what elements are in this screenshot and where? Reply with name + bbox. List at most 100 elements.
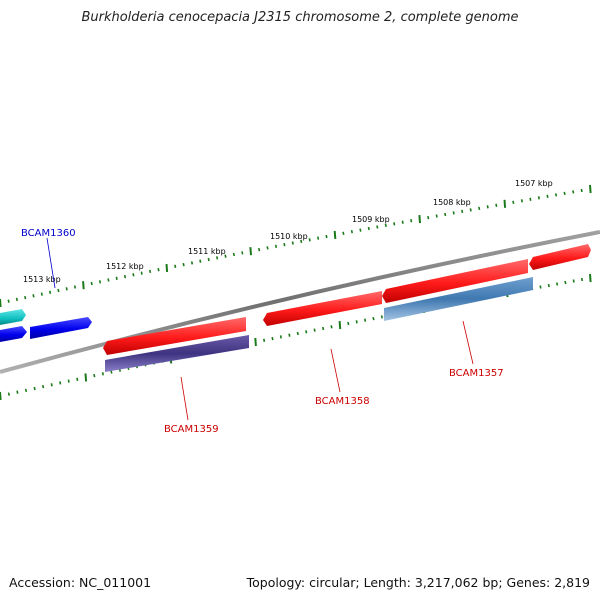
minor-tick [547,283,550,288]
minor-tick [59,381,62,385]
minor-tick [263,338,266,342]
minor-tick [444,212,447,217]
minor-tick [73,285,77,289]
minor-tick [384,223,387,228]
major-tick [0,298,2,308]
minor-tick [283,242,286,247]
minor-tick [132,273,135,277]
leader-bcam1358 [330,348,341,393]
minor-tick [512,200,515,204]
tick-label-1509: 1509 kbp [352,215,390,224]
minor-tick [232,252,235,257]
minor-tick [15,297,18,302]
minor-tick [452,211,455,215]
scale-ticks-outer [0,184,592,308]
gene-arrow-bcam1358[interactable] [263,291,382,326]
minor-tick [537,196,540,200]
gene-arrow-bcam1359-reverse[interactable] [105,335,249,372]
minor-tick [556,282,559,286]
minor-tick [274,244,278,248]
minor-tick [478,206,481,211]
minor-tick [49,290,52,294]
minor-tick [359,228,362,232]
major-tick [0,391,2,401]
minor-tick [291,241,294,245]
gene-label-bcam1360[interactable]: BCAM1360 [21,228,76,239]
minor-tick [529,197,532,201]
major-tick [165,263,169,273]
tick-label-1513: 1513 kbp [23,275,61,284]
minor-tick [101,372,104,376]
minor-tick [24,295,27,300]
map-title: Burkholderia cenocepacia J2315 chromosom… [81,10,519,25]
minor-tick [486,205,489,209]
minor-tick [393,222,396,226]
minor-tick [564,280,567,285]
major-tick [84,373,88,382]
minor-tick [520,199,523,203]
minor-tick [57,288,60,293]
minor-tick [461,209,464,214]
minor-tick [199,259,202,263]
leader-bcam1359 [180,376,189,421]
minor-tick [350,230,353,234]
minor-tick [546,194,549,198]
minor-tick [123,274,127,279]
minor-tick [572,190,575,194]
gene-arrow-bcam1357-forward[interactable] [382,259,528,303]
minor-tick [76,377,79,381]
minor-tick [313,328,316,332]
gene-label-bcam1357[interactable]: BCAM1357 [449,368,504,379]
minor-tick [296,331,299,336]
gene-arrow-blue[interactable] [30,317,92,339]
minor-tick [380,315,383,319]
minor-tick [157,268,160,272]
minor-tick [32,294,35,298]
major-tick [589,184,592,194]
major-tick [254,337,257,347]
gene-arrow-cyan[interactable] [0,309,26,325]
minor-tick [115,276,118,280]
minor-tick [90,281,93,286]
gene-label-bcam1358[interactable]: BCAM1358 [315,396,370,407]
gene-arrow-bcam1357[interactable] [384,277,533,321]
minor-tick [317,236,320,240]
major-tick [503,199,507,208]
minor-tick [107,278,110,282]
minor-tick [580,277,584,282]
minor-tick [288,333,291,337]
tick-label-1507: 1507 kbp [515,179,553,188]
minor-tick [427,215,430,220]
minor-tick [372,316,375,321]
minor-tick [469,208,472,212]
minor-tick [330,325,333,329]
minor-tick [266,246,269,250]
minor-tick [322,326,325,331]
minor-tick [279,335,282,339]
gene-label-bcam1359[interactable]: BCAM1359 [164,424,219,435]
major-tick [338,321,342,330]
minor-tick [241,251,244,255]
minor-tick [16,390,19,394]
gene-arrow-far-right[interactable] [529,244,591,270]
minor-tick [355,320,358,324]
major-tick [418,215,421,224]
minor-tick [580,188,583,193]
genome-backbone [0,230,600,374]
minor-tick [342,231,345,235]
leader-bcam1360 [46,237,56,289]
gene-arrow-bcam1359[interactable] [103,317,246,355]
minor-tick [33,386,36,391]
gene-arrow-blue-left[interactable] [0,326,27,342]
minor-tick [495,203,498,207]
minor-tick [67,379,70,383]
minor-tick [24,388,28,393]
minor-tick [308,238,311,242]
minor-tick [7,392,10,396]
minor-tick [93,373,96,378]
major-tick [249,247,252,256]
minor-tick [149,269,152,274]
minor-tick [563,191,566,196]
accession-text: Accession: NC_011001 [9,575,152,590]
major-tick [589,273,592,283]
